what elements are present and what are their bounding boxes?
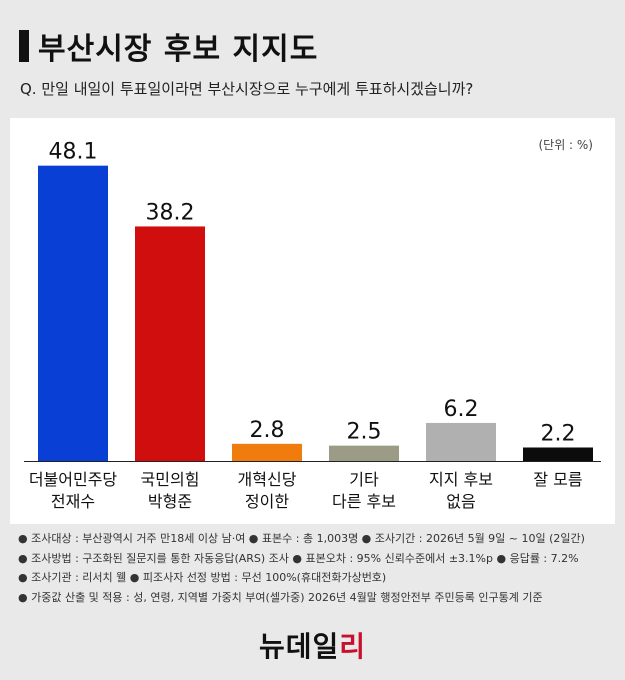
note-line: ● 조사기관 : 리서치 웰 ● 피조사자 선정 방법 : 무선 100%(휴대…: [18, 571, 387, 584]
bar: [135, 226, 205, 461]
page-title: 부산시장 후보 지지도: [38, 32, 319, 67]
bar-value-label: 2.2: [541, 421, 576, 446]
note-line: ● 조사방법 : 구조화된 질문지를 통한 자동응답(ARS) 조사 ● 표본오…: [18, 551, 579, 565]
category-label: 지지 후보: [429, 470, 493, 489]
note-line: ● 조사대상 : 부산광역시 거주 만18세 이상 남·여 ● 표본수 : 총 …: [18, 532, 585, 545]
category-label: 개혁신당: [238, 470, 297, 489]
category-label: 더불어민주당: [29, 470, 118, 489]
category-label: 없음: [446, 492, 475, 511]
logo-text-accent: 리: [339, 630, 367, 663]
category-label: 국민의힘: [141, 470, 200, 489]
newdaily-logo: 뉴데일리: [0, 625, 625, 665]
category-label: 기타: [349, 470, 379, 489]
bar: [329, 445, 399, 461]
category-label: 전재수: [51, 492, 95, 511]
bar: [232, 443, 302, 461]
bar: [38, 165, 108, 461]
note-line: ● 가중값 산출 및 적용 : 성, 연령, 지역별 가중치 부여(셀가중) 2…: [18, 590, 543, 604]
bar-value-label: 6.2: [444, 397, 479, 422]
unit-label: (단위 : %): [538, 138, 593, 152]
survey-question: Q. 만일 내일이 투표일이라면 부산시장으로 누구에게 투표하시겠습니까?: [20, 80, 474, 98]
bar-value-label: 38.2: [146, 200, 195, 225]
bar: [426, 422, 496, 461]
category-label: 다른 후보: [332, 492, 396, 511]
bar-value-label: 48.1: [49, 140, 98, 165]
category-label: 잘 모름: [533, 470, 582, 489]
title-bar-decoration: [19, 30, 29, 62]
bar-value-label: 2.8: [250, 418, 285, 443]
bar: [523, 447, 593, 461]
category-label: 정이한: [245, 492, 289, 511]
bar-value-label: 2.5: [347, 420, 382, 445]
survey-notes: ● 조사대상 : 부산광역시 거주 만18세 이상 남·여 ● 표본수 : 총 …: [18, 529, 585, 607]
logo-text: 뉴데일: [258, 630, 340, 663]
category-label: 박형준: [148, 492, 192, 511]
